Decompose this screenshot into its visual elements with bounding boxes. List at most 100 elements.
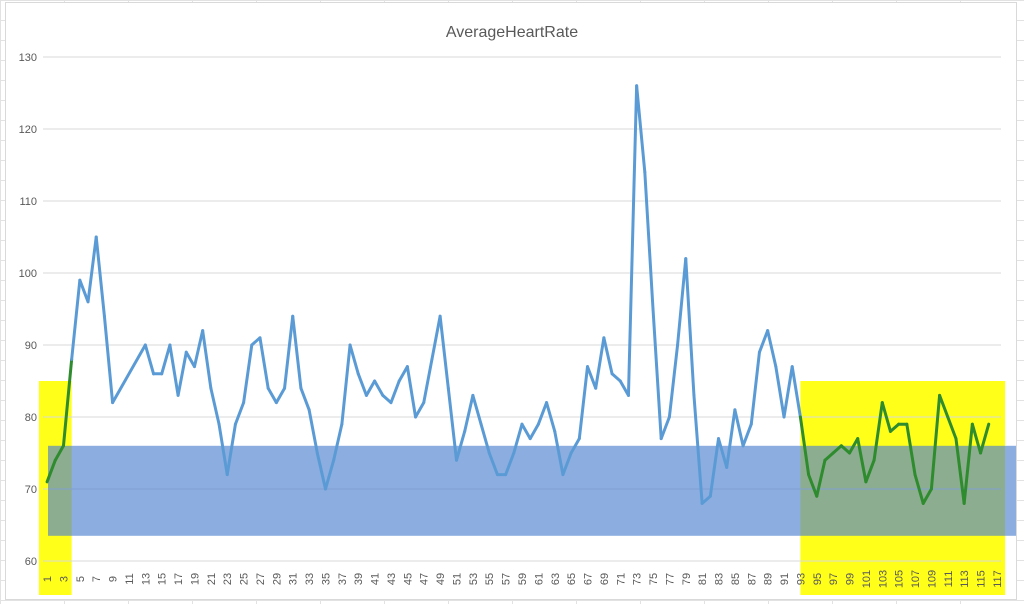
series-segment [209, 386, 221, 426]
series-segment [422, 357, 434, 405]
x-tick-label: 25 [239, 573, 251, 585]
series-segment [586, 365, 598, 390]
x-tick-label: 99 [845, 573, 857, 585]
x-tick-label: 117 [992, 570, 1004, 588]
series-segment [184, 350, 196, 369]
series-segment [397, 365, 409, 383]
series-segment [45, 458, 57, 484]
series-segment [348, 343, 360, 376]
series-segment [307, 408, 319, 455]
x-tick-label: 23 [222, 573, 234, 585]
series-segment [340, 343, 352, 426]
series-segment [381, 393, 393, 405]
x-tick-label: 11 [124, 573, 136, 584]
series-segment [700, 494, 712, 505]
series-segment [839, 444, 852, 455]
x-tick-label: 97 [828, 573, 840, 585]
series-segment [78, 278, 90, 304]
x-tick-label: 101 [861, 570, 873, 588]
x-tick-label: 85 [730, 573, 742, 585]
series-segment [70, 278, 82, 361]
series-segment [626, 84, 639, 397]
series-segment [733, 408, 745, 448]
x-tick-label: 109 [926, 570, 938, 588]
x-tick-label: 53 [468, 573, 480, 585]
series-segment [143, 343, 156, 376]
series-segment [602, 336, 614, 376]
series-segment [299, 386, 311, 412]
series-segment [291, 314, 303, 390]
y-tick-label: 100 [19, 268, 37, 280]
series-segment [315, 451, 327, 491]
series-segment [201, 329, 213, 390]
series-segment [53, 444, 65, 462]
x-tick-label: 37 [337, 573, 349, 585]
x-tick-label: 7 [91, 576, 103, 582]
series-segment [725, 408, 737, 469]
series-segment [954, 437, 966, 505]
series-segment [102, 314, 115, 405]
y-tick-label: 130 [19, 52, 37, 64]
series-segment [692, 393, 704, 505]
x-tick-label: 77 [664, 573, 676, 585]
x-tick-label: 67 [583, 573, 595, 585]
y-tick-label: 70 [25, 484, 37, 496]
series-segment [283, 314, 295, 390]
series-segment [192, 329, 205, 369]
x-tick-label: 63 [550, 573, 562, 585]
y-axis-ticks: 60 70 80 90 100 110 120 130 [19, 52, 37, 568]
series-segment [807, 473, 819, 498]
series-segment [946, 415, 958, 441]
series-segment [905, 422, 917, 477]
series-segment [545, 401, 557, 433]
x-tick-label: 95 [812, 573, 824, 585]
series-segment [741, 422, 753, 448]
series-segment [798, 415, 811, 477]
series-segment [111, 343, 147, 405]
x-tick-label: 75 [648, 573, 660, 585]
x-tick-label: 81 [697, 573, 709, 585]
series-segment [528, 422, 540, 441]
series-segment [414, 401, 426, 419]
series-segment [790, 365, 802, 419]
x-tick-label: 3 [58, 576, 70, 582]
y-tick-label: 120 [19, 124, 37, 136]
x-tick-label: 35 [320, 573, 332, 585]
x-tick-label: 87 [746, 573, 758, 585]
series-segment [389, 379, 401, 405]
x-tick-label: 115 [976, 570, 988, 588]
series-segment [880, 401, 892, 433]
chart-area[interactable]: 60 70 80 90 100 110 120 130 1 3 5 7 9 11 13 15 17 19 21 23… [5, 2, 1017, 600]
x-tick-label: 21 [206, 573, 218, 585]
series-segment [512, 422, 524, 455]
x-tick-label: 83 [714, 573, 726, 585]
series-segment [487, 451, 499, 477]
chart-title: AverageHeartRate [446, 24, 578, 41]
series-segment [364, 379, 377, 397]
x-tick-label: 111 [943, 571, 955, 588]
series-segment [749, 350, 761, 426]
x-tick-label: 91 [779, 573, 791, 585]
x-tick-label: 65 [566, 573, 578, 585]
x-tick-label: 49 [435, 573, 447, 585]
series-segment [684, 257, 696, 397]
series-segment [610, 372, 622, 383]
series-segment [757, 329, 770, 354]
series-segment [217, 422, 229, 477]
series-segment [168, 343, 180, 397]
x-tick-label: 17 [173, 573, 185, 585]
x-tick-label: 33 [304, 573, 316, 585]
x-tick-label: 39 [353, 573, 365, 585]
y-tick-label: 60 [25, 556, 37, 568]
series-segment [864, 458, 876, 484]
x-tick-label: 107 [910, 570, 922, 588]
series-segment [176, 350, 188, 397]
series-segment [872, 401, 884, 462]
x-tick-label: 79 [681, 573, 693, 585]
series-segment [962, 422, 974, 505]
series-segment [233, 401, 246, 426]
series-segment [635, 84, 647, 174]
x-tick-label: 105 [894, 570, 906, 588]
series-segment [266, 386, 278, 405]
